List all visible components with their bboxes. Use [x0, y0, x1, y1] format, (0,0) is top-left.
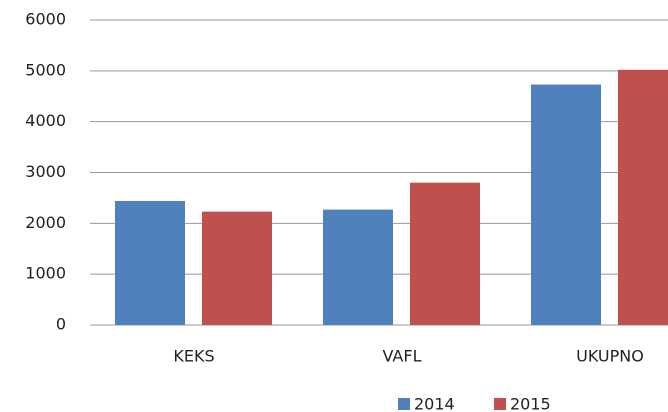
- y-tick-label: 6000: [25, 10, 66, 29]
- bar: [410, 182, 480, 325]
- legend-label: 2015: [510, 395, 551, 412]
- bar: [323, 209, 393, 325]
- bar: [618, 69, 668, 325]
- x-tick-label: VAFL: [383, 347, 422, 366]
- legend-swatch: [398, 398, 410, 410]
- x-tick-label: KEKS: [173, 347, 214, 366]
- y-tick-label: 4000: [25, 111, 66, 130]
- y-tick-label: 2000: [25, 213, 66, 232]
- bar: [531, 84, 601, 325]
- legend-swatch: [494, 398, 506, 410]
- y-tick-label: 1000: [25, 264, 66, 283]
- bar: [115, 200, 185, 325]
- y-tick-label: 3000: [25, 162, 66, 181]
- y-tick-label: 0: [56, 315, 66, 334]
- bar: [202, 211, 272, 325]
- x-tick-label: UKUPNO: [576, 347, 644, 366]
- legend-label: 2014: [414, 395, 455, 412]
- y-tick-label: 5000: [25, 60, 66, 79]
